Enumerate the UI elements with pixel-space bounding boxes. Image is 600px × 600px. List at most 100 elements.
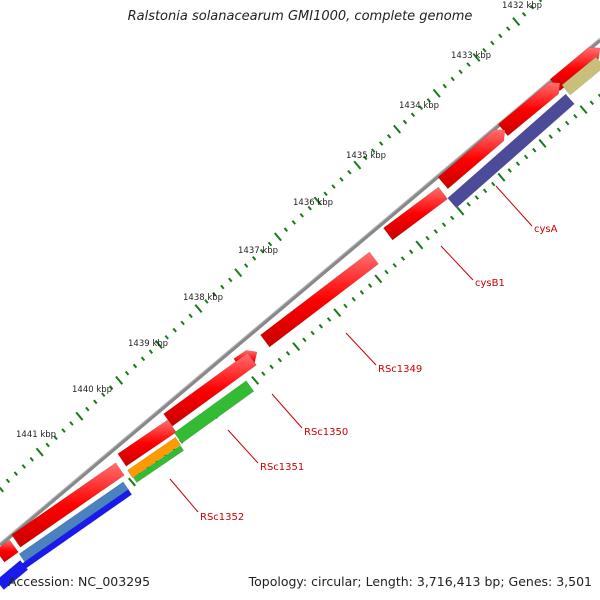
outer-tick-mark bbox=[13, 471, 19, 476]
inner-tick-mark bbox=[251, 375, 260, 385]
inner-tick-mark bbox=[474, 195, 480, 200]
genome-summary-text: Topology: circular; Length: 3,716,413 bp… bbox=[248, 574, 592, 589]
tick-label: 1433 kbp bbox=[451, 51, 491, 61]
outer-tick-mark bbox=[259, 248, 265, 254]
tick-label: 1437 kbp bbox=[238, 246, 278, 256]
outer-tick-mark bbox=[212, 291, 217, 297]
forward-cds-arrow bbox=[383, 186, 448, 241]
forward-cds-arrow bbox=[497, 81, 561, 137]
inner-tick-mark bbox=[564, 120, 570, 126]
inner-tick-mark bbox=[359, 290, 365, 295]
inner-tick-mark bbox=[579, 105, 588, 115]
outer-tick-mark bbox=[204, 299, 209, 304]
forward-cds-arrow bbox=[0, 539, 19, 563]
inner-tick-mark bbox=[333, 308, 342, 318]
inner-tick-mark bbox=[433, 229, 438, 234]
tick-label: 1435 kbp bbox=[346, 151, 386, 161]
inner-tick-mark bbox=[573, 113, 578, 119]
outer-tick-mark bbox=[132, 363, 138, 369]
outer-tick-mark bbox=[442, 83, 447, 89]
tick-label: 1438 kbp bbox=[183, 293, 223, 303]
outer-tick-mark bbox=[323, 191, 328, 197]
outer-tick-mark bbox=[402, 119, 408, 125]
outer-tick-mark bbox=[124, 370, 130, 376]
inner-tick-mark bbox=[285, 351, 291, 356]
tick-label: 1441 kbp bbox=[16, 430, 56, 440]
inner-tick-mark bbox=[466, 202, 471, 207]
outer-tick-ring bbox=[0, 0, 543, 493]
inner-tick-mark bbox=[269, 364, 274, 370]
outer-tick-mark bbox=[93, 399, 98, 405]
outer-tick-mark bbox=[148, 349, 154, 354]
inner-tick-mark bbox=[441, 222, 447, 227]
outer-tick-mark bbox=[115, 375, 124, 385]
inner-tick-mark bbox=[384, 269, 389, 275]
forward-cds-arrow bbox=[163, 352, 257, 427]
outer-tick-mark bbox=[432, 88, 441, 98]
outer-tick-mark bbox=[140, 356, 146, 362]
gene-label: RSc1350 bbox=[304, 427, 348, 438]
outer-tick-mark bbox=[243, 263, 249, 268]
inner-tick-mark bbox=[589, 100, 594, 106]
outer-tick-mark bbox=[188, 313, 193, 319]
outer-tick-mark bbox=[410, 112, 416, 118]
inner-tick-mark bbox=[408, 249, 414, 255]
inner-tick-mark bbox=[532, 147, 537, 153]
outer-tick-mark bbox=[418, 105, 424, 110]
inner-tick-mark bbox=[556, 127, 562, 133]
tick-label: 1432 kbp bbox=[502, 1, 542, 11]
outer-tick-mark bbox=[472, 52, 481, 62]
inner-tick-mark bbox=[302, 337, 307, 343]
accession-text: Accession: NC_003295 bbox=[8, 574, 151, 589]
gene-label: cysB1 bbox=[475, 278, 505, 289]
outer-tick-mark bbox=[21, 464, 27, 469]
inner-tick-mark bbox=[128, 477, 136, 487]
inner-tick-mark bbox=[277, 357, 282, 363]
tick-label: 1436 kbp bbox=[293, 198, 333, 208]
outer-tick-mark bbox=[53, 435, 58, 441]
inner-tick-mark bbox=[343, 303, 348, 309]
cog-feature-bar bbox=[127, 436, 181, 479]
inner-tick-mark bbox=[367, 283, 373, 288]
forward-cds-arrow bbox=[437, 129, 506, 190]
outer-tick-mark bbox=[363, 155, 368, 161]
map-title: Ralstonia solanacearum GMI1000, complete… bbox=[127, 9, 473, 24]
gene-label-connector bbox=[345, 332, 377, 366]
outer-tick-mark bbox=[228, 277, 233, 283]
inner-tick-mark bbox=[597, 93, 600, 98]
outer-tick-mark bbox=[498, 33, 503, 39]
inner-tick-mark bbox=[538, 138, 547, 148]
cog-feature-bar bbox=[0, 559, 29, 591]
inner-tick-mark bbox=[261, 371, 266, 376]
outer-tick-mark bbox=[291, 220, 297, 225]
inner-tick-mark bbox=[326, 317, 332, 322]
outer-tick-mark bbox=[482, 47, 487, 53]
outer-tick-mark bbox=[251, 256, 257, 261]
outer-tick-mark bbox=[450, 76, 455, 82]
gene-label-connectors bbox=[169, 185, 533, 513]
outer-tick-mark bbox=[69, 421, 74, 426]
inner-tick-mark bbox=[482, 188, 488, 194]
inner-tick-mark bbox=[351, 296, 356, 302]
outer-tick-mark bbox=[307, 205, 312, 211]
outer-tick-mark bbox=[5, 478, 11, 484]
tick-label: 1439 kbp bbox=[128, 339, 168, 349]
tick-label: 1434 kbp bbox=[399, 101, 439, 111]
outer-tick-mark bbox=[538, 0, 543, 3]
inner-tick-mark bbox=[507, 168, 512, 173]
inner-tick-mark bbox=[318, 323, 324, 329]
outer-tick-mark bbox=[75, 411, 84, 421]
forward-cds-arrow bbox=[117, 419, 177, 467]
inner-tick-mark bbox=[292, 342, 301, 352]
outer-tick-mark bbox=[458, 69, 463, 75]
cog-feature-bar bbox=[447, 93, 575, 209]
outer-tick-mark bbox=[267, 241, 273, 247]
outer-tick-mark bbox=[299, 212, 304, 218]
gene-label-group: cysA cysB1 RSc1349 RSc1350 RSc1351 RSc1352 bbox=[200, 224, 558, 523]
outer-tick-mark bbox=[45, 442, 50, 448]
outer-tick-mark bbox=[234, 268, 243, 278]
outer-tick-mark bbox=[339, 177, 344, 182]
inner-tick-mark bbox=[515, 161, 521, 167]
inner-tick-mark bbox=[400, 256, 406, 261]
